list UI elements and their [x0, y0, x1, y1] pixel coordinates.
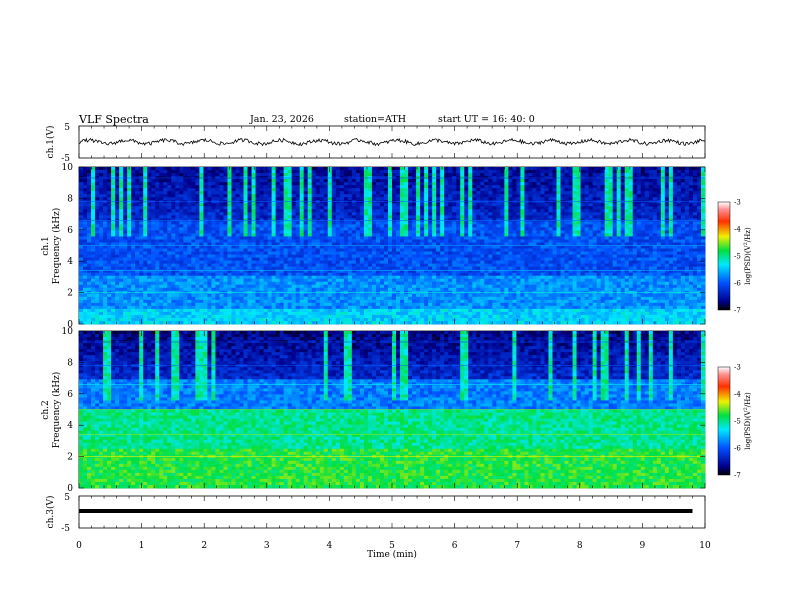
x-tick-label: 5: [389, 541, 395, 551]
freq-ytick: 6: [67, 226, 73, 236]
x-tick-label: 3: [264, 541, 270, 551]
ch3-ytick: -5: [61, 524, 70, 534]
ch1-trace: [78, 137, 706, 147]
freq-ytick: 8: [67, 358, 73, 368]
freq-ytick: 8: [67, 194, 73, 204]
colorbar-tick: -6: [734, 280, 741, 288]
date-label: Jan. 23, 2026: [250, 114, 314, 125]
ch1-ytick: -5: [61, 154, 70, 164]
x-tick-label: 10: [699, 541, 711, 551]
chart-title: VLF Spectra: [79, 113, 149, 126]
x-tick-label: 2: [201, 541, 207, 551]
freq-ytick: 2: [67, 289, 73, 299]
x-tick-label: 8: [577, 541, 583, 551]
colorbar-tick: -5: [734, 253, 741, 261]
x-tick-label: 0: [76, 541, 82, 551]
freq-ytick: 0: [67, 484, 73, 494]
freq-ytick: 10: [62, 327, 74, 337]
freq-ytick: 10: [62, 163, 74, 173]
colorbar-tick: -3: [734, 199, 741, 207]
x-tick-label: 6: [452, 541, 458, 551]
freq-ytick: 4: [67, 421, 73, 431]
ch1-waveform-line: [78, 137, 706, 147]
colorbar-tick: -7: [734, 472, 741, 480]
colorbar-tick: -7: [734, 307, 741, 315]
ch1-ylabel: ch.1(V): [45, 126, 56, 159]
ch1-spec-ylabel-channel: ch.1: [41, 236, 51, 255]
ch1-ytick: 5: [64, 123, 70, 133]
ch1-colorbar-label: log(PSD)(V2/Hz): [743, 227, 752, 285]
freq-ytick: 0: [67, 320, 73, 330]
ch2-spec-ylabel-channel: ch.2: [41, 400, 51, 419]
ch2-colorbar: [717, 366, 731, 476]
x-tick-label: 7: [514, 541, 520, 551]
ch2-spectrogram-image: [79, 331, 706, 489]
freq-ytick: 4: [67, 257, 73, 267]
axis-ticks: [78, 126, 706, 528]
ch1-colorbar: [717, 201, 731, 311]
ch2-spec-ylabel: Frequency (kHz): [51, 372, 62, 449]
colorbar-tick: -4: [734, 226, 741, 234]
freq-ytick: 6: [67, 390, 73, 400]
colorbar-tick: -3: [734, 364, 741, 372]
colorbar-tick: -6: [734, 445, 741, 453]
ch3-ytick: 5: [64, 493, 70, 503]
ch1-spectrogram-image: [79, 167, 706, 325]
x-tick-label: 9: [640, 541, 646, 551]
colorbar-tick: -4: [734, 391, 741, 399]
colorbar-tick: -5: [734, 418, 741, 426]
ch2-colorbar-label: log(PSD)(V2/Hz): [743, 392, 752, 450]
x-axis-label: Time (min): [367, 549, 417, 560]
x-tick-label: 1: [139, 541, 145, 551]
ch3-ylabel: ch.3(V): [45, 496, 56, 529]
x-tick-label: 4: [327, 541, 333, 551]
station-label: station=ATH: [344, 114, 406, 125]
start-time-label: start UT = 16: 40: 0: [438, 114, 535, 125]
freq-ytick: 2: [67, 453, 73, 463]
ch1-spec-ylabel: Frequency (kHz): [51, 208, 62, 285]
